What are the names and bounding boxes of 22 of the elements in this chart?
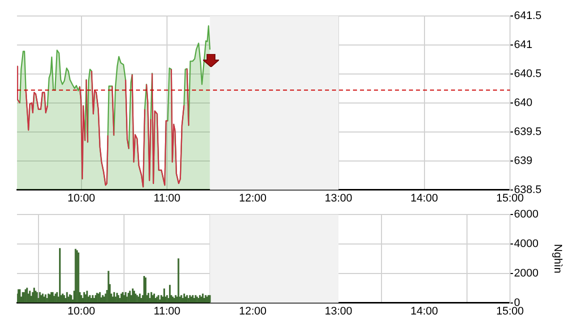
- x-tick-label: 15:00: [496, 192, 524, 204]
- y-tick-label: 6000: [514, 208, 538, 221]
- x-tick-label: 10:00: [68, 305, 96, 318]
- y-axis-title: Nghìn: [551, 244, 564, 274]
- x-tick-label: 15:00: [496, 305, 524, 318]
- x-tick-label: 11:00: [154, 305, 180, 318]
- x-tick-label: 14:00: [410, 305, 438, 318]
- y-tick-label: 639.5: [514, 126, 542, 138]
- x-tick-label: 14:00: [410, 192, 438, 204]
- y-tick-label: 639: [514, 154, 532, 167]
- x-tick-label: 12:00: [239, 305, 267, 318]
- y-tick-label: 4000: [514, 238, 538, 250]
- x-tick-label: 13:00: [324, 192, 352, 204]
- y-tick-label: 640: [514, 96, 532, 109]
- y-tick-label: 2000: [514, 267, 538, 280]
- x-tick-label: 10:00: [68, 192, 96, 204]
- x-tick-label: 11:00: [154, 192, 180, 204]
- y-tick-label: 641.5: [514, 10, 542, 22]
- x-tick-label: 12:00: [239, 192, 267, 204]
- y-tick-label: 641: [514, 39, 532, 51]
- y-tick-label: 640.5: [514, 68, 542, 80]
- x-tick-label: 13:00: [324, 305, 352, 318]
